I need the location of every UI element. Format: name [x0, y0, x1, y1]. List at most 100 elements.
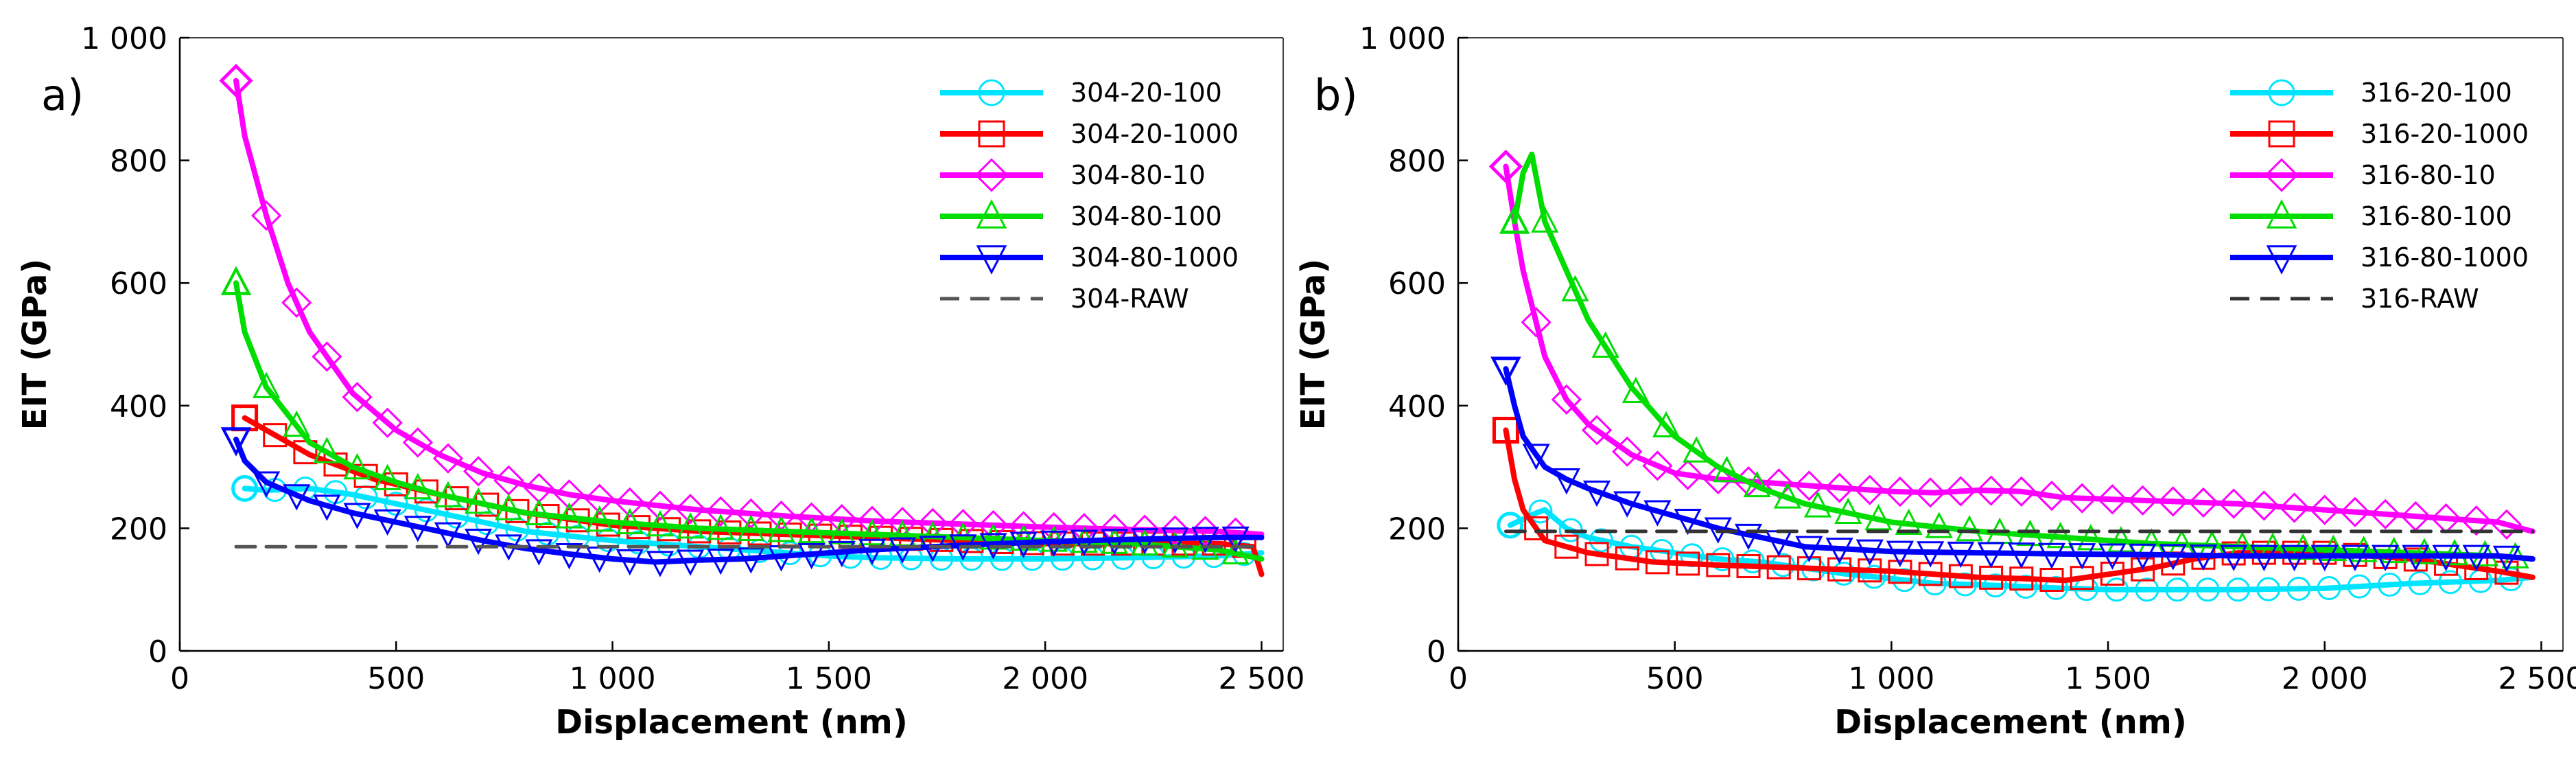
data-point-marker — [1040, 530, 1068, 558]
data-point-marker — [1773, 482, 1801, 509]
data-point-marker — [828, 518, 856, 544]
data-point-marker — [828, 540, 856, 568]
x-tick-label: 2 000 — [1002, 661, 1088, 696]
data-point-marker — [1683, 436, 1711, 463]
data-point-marker — [1858, 558, 1882, 583]
data-point-marker — [1672, 459, 1703, 490]
data-point-marker — [312, 341, 342, 372]
data-point-marker — [1976, 475, 2006, 506]
data-point-marker — [2165, 577, 2190, 602]
data-point-marker — [1161, 527, 1189, 554]
y-tick-label: 800 — [1388, 144, 1446, 179]
data-point-marker — [596, 528, 620, 553]
data-point-marker — [2279, 492, 2310, 523]
data-point-marker — [2408, 571, 2433, 595]
data-point-marker — [1864, 504, 1893, 531]
data-point-marker — [737, 547, 765, 574]
data-point-marker — [2127, 485, 2158, 516]
data-point-marker — [1743, 470, 1771, 498]
data-point-marker — [220, 266, 252, 295]
data-point-marker — [2188, 487, 2219, 518]
data-point-marker — [1888, 560, 1912, 584]
data-point-marker — [2220, 544, 2248, 571]
data-point-marker — [2370, 498, 2401, 529]
data-point-marker — [1522, 444, 1550, 470]
data-point-marker — [1554, 534, 1579, 559]
data-point-marker — [1734, 523, 1763, 551]
data-point-marker — [1803, 491, 1832, 518]
data-point-marker — [2461, 505, 2492, 536]
data-point-marker — [889, 537, 917, 564]
data-point-marker — [2157, 486, 2188, 517]
data-point-marker — [2218, 488, 2249, 519]
x-tick-label: 0 — [1449, 661, 1468, 696]
data-point-marker — [1589, 528, 1613, 553]
data-point-marker — [1070, 529, 1099, 556]
data-point-marker — [1131, 528, 1159, 555]
x-tick-label: 2 500 — [2498, 661, 2576, 696]
data-point-marker — [677, 549, 705, 576]
legend-marker — [2268, 79, 2295, 106]
data-point-marker — [1191, 527, 1219, 553]
y-axis-label: EIT (GPa) — [16, 259, 54, 431]
data-point-marker — [1854, 474, 1885, 505]
data-point-marker — [434, 481, 462, 507]
data-point-marker — [2441, 538, 2469, 566]
data-point-marker — [1825, 538, 1853, 564]
data-point-marker — [373, 463, 401, 490]
data-point-marker — [1736, 554, 1761, 579]
panel-label: b) — [1314, 70, 1358, 120]
data-point-marker — [2189, 544, 2218, 571]
data-point-marker — [858, 538, 887, 566]
data-point-marker — [283, 484, 311, 511]
data-point-marker — [858, 518, 887, 546]
data-point-marker — [1676, 551, 1700, 576]
legend-label: 304-80-100 — [1070, 201, 1222, 231]
series-line — [1503, 163, 2536, 534]
data-point-marker — [2195, 577, 2220, 602]
data-point-marker — [1796, 556, 1821, 581]
data-point-marker — [313, 494, 341, 521]
data-point-marker — [2013, 575, 2038, 599]
data-point-marker — [283, 410, 311, 437]
legend-marker — [2268, 120, 2295, 148]
data-point-marker — [675, 494, 706, 525]
data-point-marker — [585, 505, 613, 532]
legend-label: 316-20-100 — [2361, 78, 2512, 108]
data-point-marker — [1917, 541, 1945, 568]
data-point-marker — [1652, 411, 1681, 438]
data-point-marker — [233, 476, 257, 501]
data-point-marker — [432, 443, 464, 474]
series-304-80-1000 — [220, 427, 1265, 577]
data-point-marker — [2280, 544, 2308, 572]
y-tick-label: 800 — [110, 144, 167, 179]
data-point-marker — [2135, 577, 2159, 602]
data-point-marker — [1740, 549, 1765, 574]
y-axis-label: EIT (GPa) — [1294, 259, 1333, 431]
data-point-marker — [584, 483, 615, 514]
legend-label: 304-80-10 — [1070, 160, 1206, 190]
data-point-marker — [1498, 513, 1523, 538]
data-point-marker — [343, 503, 371, 529]
data-point-marker — [1584, 542, 1609, 566]
data-point-marker — [434, 522, 462, 549]
data-point-marker — [2402, 544, 2430, 572]
data-point-marker — [1918, 562, 1943, 586]
data-point-marker — [2044, 575, 2068, 600]
data-point-marker — [2100, 561, 2124, 586]
y-tick-label: 400 — [1388, 389, 1446, 424]
data-point-marker — [1643, 500, 1672, 527]
series-316-20-1000 — [1492, 417, 2536, 593]
x-tick-label: 2 000 — [2282, 661, 2368, 696]
data-point-marker — [1488, 149, 1523, 184]
data-point-marker — [220, 65, 252, 96]
data-point-marker — [2309, 494, 2340, 525]
data-point-marker — [555, 502, 583, 529]
data-point-marker — [1009, 524, 1038, 551]
data-point-marker — [1497, 512, 1524, 539]
data-point-marker — [373, 509, 401, 536]
data-point-marker — [465, 529, 493, 555]
data-point-marker — [525, 498, 553, 525]
y-tick-label: 1 000 — [81, 21, 167, 56]
legend-marker — [978, 120, 1005, 148]
